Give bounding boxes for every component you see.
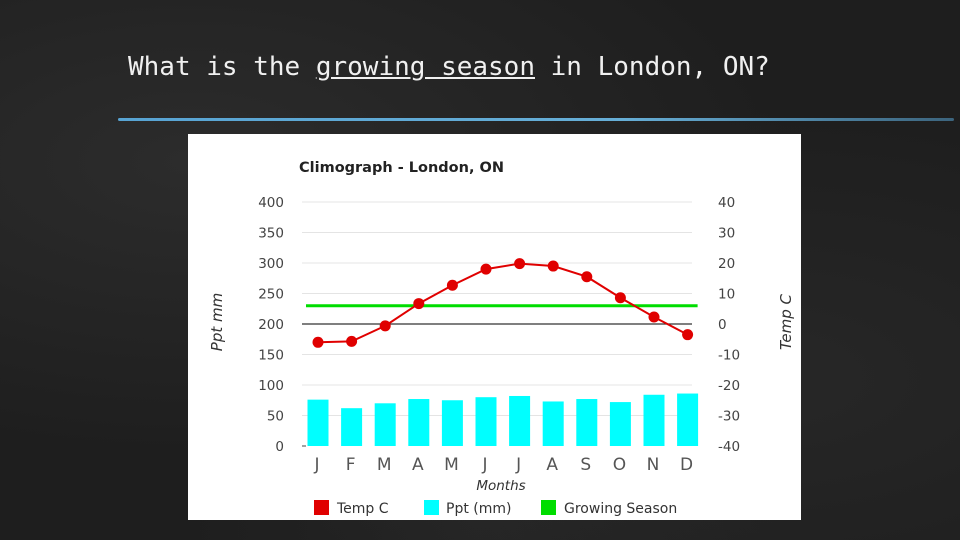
- precipitation-bar: [475, 397, 497, 446]
- title-underlined-phrase: growing season: [315, 52, 535, 82]
- precipitation-bar: [341, 408, 363, 446]
- legend-label-ppt: Ppt (mm): [446, 501, 511, 517]
- line-series: [306, 258, 698, 348]
- right-axis-label: Temp C: [777, 294, 795, 350]
- right-tick-label: 20: [718, 256, 735, 272]
- chart-title: Climograph - London, ON: [299, 160, 504, 176]
- temperature-point: [446, 279, 458, 291]
- right-tick-label: 10: [718, 287, 735, 303]
- left-tick-label: 200: [258, 317, 284, 333]
- left-tick-label: 0: [275, 439, 284, 455]
- precipitation-bar: [408, 399, 430, 446]
- x-tick-label: M: [377, 455, 392, 475]
- left-tick-label: 100: [258, 378, 284, 394]
- x-tick-label: N: [647, 455, 660, 475]
- temperature-point: [614, 292, 626, 304]
- axes: 400 40 350 30 300 20 250 10 200 0 150 -10 100 -20 50 -3…: [258, 195, 740, 475]
- precipitation-bar: [307, 399, 329, 446]
- precipitation-bar: [441, 400, 463, 446]
- slide-title: What is the growing season in London, ON…: [128, 52, 770, 82]
- left-tick-label: 50: [267, 409, 284, 425]
- left-tick-label: 400: [258, 195, 284, 211]
- climograph-panel: 400 40 350 30 300 20 250 10 200 0 150 -10 100 -20 50 -3…: [188, 134, 801, 520]
- x-tick-label: A: [412, 455, 424, 475]
- right-tick-label: -40: [718, 439, 740, 455]
- climograph-chart: 400 40 350 30 300 20 250 10 200 0 150 -10 100 -20 50 -3…: [208, 160, 795, 517]
- left-tick-label: 250: [258, 287, 284, 303]
- right-tick-label: -30: [718, 409, 740, 425]
- precipitation-bar: [677, 393, 699, 446]
- temperature-point: [312, 336, 324, 348]
- legend-swatch-ppt: [424, 500, 439, 515]
- temperature-point: [581, 271, 593, 283]
- right-tick-label: 40: [718, 195, 735, 211]
- legend-swatch-temp: [314, 500, 329, 515]
- title-prefix: What is the: [128, 52, 316, 82]
- x-tick-label: J: [481, 455, 487, 475]
- temperature-point: [346, 335, 358, 347]
- precipitation-bar: [374, 403, 396, 446]
- right-tick-label: -20: [718, 378, 740, 394]
- temperature-point: [514, 258, 526, 270]
- precipitation-bar: [509, 395, 531, 446]
- precipitation-bar: [542, 401, 564, 446]
- temperature-point: [379, 320, 391, 332]
- chart-legend: Temp C Ppt (mm) Growing Season: [314, 500, 677, 517]
- x-tick-label: D: [680, 455, 693, 475]
- left-axis-label: Ppt mm: [208, 293, 226, 351]
- temperature-point: [648, 311, 660, 323]
- right-tick-label: 0: [718, 317, 727, 333]
- precipitation-bar: [609, 402, 631, 446]
- left-tick-label: 300: [258, 256, 284, 272]
- left-tick-label: 350: [258, 226, 284, 242]
- x-tick-label: S: [580, 455, 591, 475]
- temperature-point: [682, 329, 694, 341]
- x-tick-label: O: [613, 455, 626, 475]
- x-tick-label: A: [546, 455, 558, 475]
- grid-lines: [302, 201, 692, 416]
- right-tick-label: -10: [718, 348, 740, 364]
- legend-swatch-growing-season: [541, 500, 556, 515]
- temperature-line: [317, 262, 689, 344]
- x-axis-label: Months: [476, 478, 525, 494]
- temperature-point: [480, 263, 492, 275]
- title-suffix: in London, ON?: [535, 52, 770, 82]
- precipitation-bar: [643, 394, 665, 446]
- right-tick-label: 30: [718, 226, 735, 242]
- x-tick-label: J: [313, 455, 319, 475]
- x-tick-label: J: [515, 455, 521, 475]
- precipitation-bars: [307, 393, 699, 446]
- legend-label-temp: Temp C: [336, 501, 389, 517]
- temperature-point: [547, 260, 559, 272]
- x-tick-label: M: [444, 455, 459, 475]
- temperature-point: [413, 298, 425, 310]
- x-tick-label: F: [346, 455, 356, 475]
- left-tick-label: 150: [258, 348, 284, 364]
- legend-label-growing-season: Growing Season: [564, 501, 677, 517]
- title-divider: [118, 118, 954, 121]
- precipitation-bar: [576, 399, 598, 446]
